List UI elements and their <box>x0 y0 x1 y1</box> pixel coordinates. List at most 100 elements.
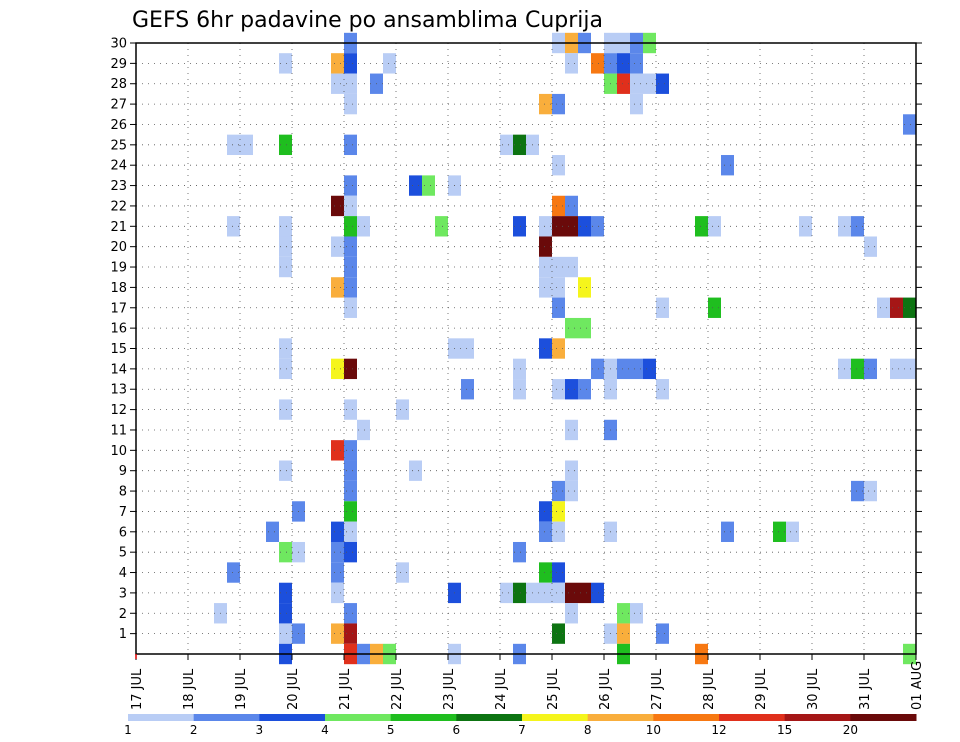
precip-cell <box>513 216 526 237</box>
precip-cell <box>578 582 591 604</box>
precip-cell <box>630 73 643 94</box>
precip-cell <box>565 195 578 217</box>
y-tick-label: 17 <box>110 301 127 316</box>
precip-cell <box>656 73 669 94</box>
precip-cell <box>396 562 409 583</box>
colorbar-label: 8 <box>584 723 592 737</box>
y-tick-label: 19 <box>110 261 127 276</box>
precip-cell <box>331 623 344 644</box>
precip-cell <box>383 53 396 74</box>
precip-cell <box>539 562 552 583</box>
precip-cell <box>539 256 552 278</box>
y-tick-label: 27 <box>110 98 127 113</box>
precip-cell <box>357 216 370 237</box>
y-tick-label: 8 <box>119 485 127 500</box>
x-tick-label: 19 JUL <box>234 668 249 710</box>
precip-cell <box>409 175 422 196</box>
x-tick-label: 26 JUL <box>598 668 613 710</box>
colorbar-swatch <box>587 714 654 721</box>
precip-cell <box>578 216 591 237</box>
precip-cell <box>279 603 292 624</box>
precip-cell <box>903 297 916 318</box>
precip-cell <box>552 562 565 583</box>
precip-cell <box>565 582 578 604</box>
precip-cell <box>656 297 669 318</box>
precip-cell <box>890 358 903 380</box>
precip-cell <box>331 562 344 583</box>
precip-cell <box>578 379 591 400</box>
precip-cell <box>591 582 604 604</box>
precip-cell <box>266 521 279 542</box>
precip-cell <box>552 93 565 115</box>
precip-cell <box>552 501 565 522</box>
precip-cell <box>643 358 656 380</box>
precip-cell <box>344 93 357 115</box>
precip-cell <box>331 541 344 563</box>
precip-cell <box>279 460 292 481</box>
precip-cell <box>344 399 357 420</box>
precip-cell <box>708 297 721 318</box>
precip-cell <box>552 195 565 217</box>
precip-cell <box>513 134 526 156</box>
colorbar-label: 12 <box>711 723 726 737</box>
precip-cell <box>344 297 357 318</box>
precip-cell <box>344 460 357 481</box>
colorbar-swatch <box>456 714 523 721</box>
precip-cell <box>552 379 565 400</box>
colorbar-swatch <box>850 714 917 721</box>
y-tick-label: 6 <box>119 525 127 540</box>
precip-cell <box>617 358 630 380</box>
x-tick-label: 17 JUL <box>130 668 145 710</box>
precip-cell <box>565 419 578 441</box>
precip-cell <box>565 256 578 278</box>
precip-cell <box>630 53 643 74</box>
precip-cell <box>630 358 643 380</box>
precip-cell <box>331 582 344 604</box>
precip-cell <box>630 93 643 115</box>
precip-cell <box>344 541 357 563</box>
precip-cell <box>799 216 812 237</box>
precip-cell <box>279 236 292 257</box>
precip-cell <box>331 53 344 74</box>
precip-cell <box>591 358 604 380</box>
precip-cell <box>643 73 656 94</box>
precip-cell <box>344 521 357 542</box>
y-tick-label: 4 <box>119 566 127 581</box>
precip-cell <box>565 460 578 481</box>
colorbar-swatch <box>193 714 260 721</box>
precip-cell <box>552 297 565 318</box>
precip-cell <box>591 216 604 237</box>
precip-cell <box>461 379 474 400</box>
precip-cell <box>851 216 864 237</box>
precip-cell <box>344 256 357 278</box>
precip-cell <box>903 114 916 135</box>
precip-cell <box>344 73 357 94</box>
precip-cell <box>279 541 292 563</box>
precip-cell <box>344 623 357 644</box>
precip-cell <box>279 216 292 237</box>
precip-cell <box>591 53 604 74</box>
precip-cell <box>513 379 526 400</box>
precip-cell <box>435 216 448 237</box>
precip-cell <box>513 358 526 380</box>
precip-cell <box>552 256 565 278</box>
precip-cell <box>539 521 552 542</box>
y-tick-label: 28 <box>110 77 127 92</box>
precip-cell <box>331 73 344 94</box>
x-tick-label: 24 JUL <box>494 668 509 710</box>
x-tick-label: 01 AUG <box>910 661 925 710</box>
precip-cell <box>279 399 292 420</box>
y-tick-label: 2 <box>119 607 127 622</box>
precip-cell <box>552 155 565 176</box>
precip-cell <box>513 582 526 604</box>
y-tick-label: 18 <box>110 281 127 296</box>
precip-cell <box>331 358 344 380</box>
y-tick-label: 1 <box>119 627 127 642</box>
precip-cell <box>864 236 877 257</box>
precip-cell <box>773 521 786 542</box>
y-tick-label: 29 <box>110 57 127 72</box>
precip-cell <box>851 480 864 502</box>
precip-cell <box>578 317 591 339</box>
precip-cell <box>617 73 630 94</box>
